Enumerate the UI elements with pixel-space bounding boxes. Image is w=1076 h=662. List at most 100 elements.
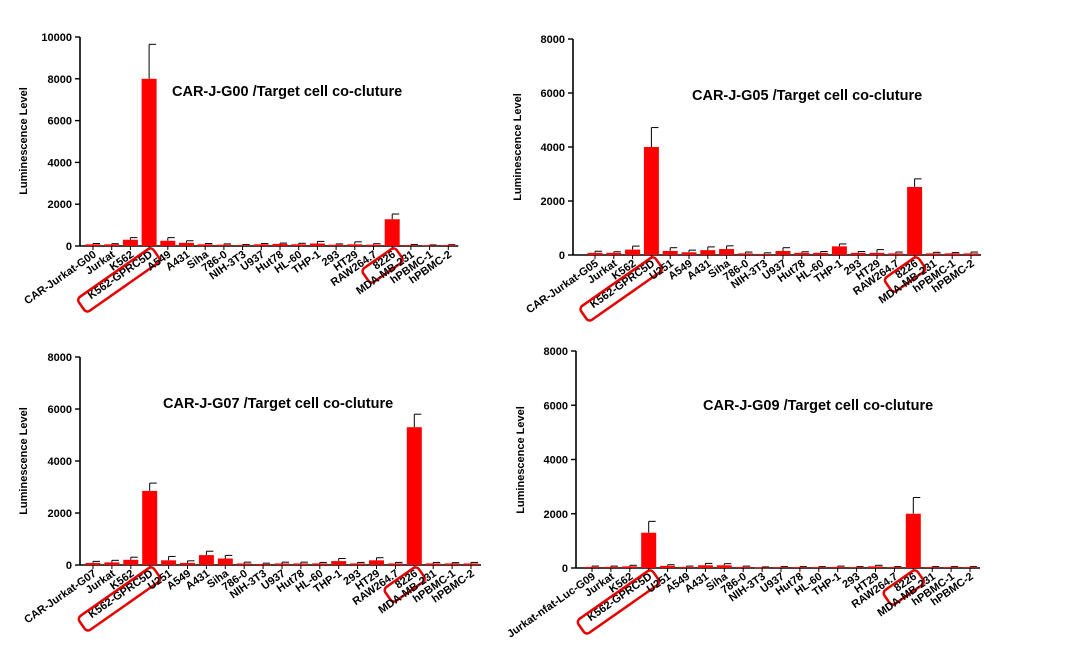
bar (849, 567, 865, 568)
highlight-box (76, 247, 161, 313)
y-tick-label: 2000 (48, 508, 72, 520)
bar (216, 244, 232, 246)
chart-plot-2: 02000400060008000CAR-Jurkat-G07JurkatK56… (22, 352, 481, 632)
bar (850, 252, 866, 255)
bar (719, 249, 735, 255)
bar (924, 567, 940, 568)
highlight-box (383, 566, 426, 603)
bar (104, 244, 120, 246)
chart-title: CAR-J-G05 /Target cell co-cluture (692, 88, 922, 104)
bar (235, 245, 251, 246)
highlight-box (77, 566, 162, 632)
bar (347, 244, 363, 246)
bar (603, 566, 619, 568)
y-tick-label: 8000 (544, 346, 568, 358)
bar (813, 252, 829, 255)
bar (888, 253, 904, 255)
bar (869, 252, 885, 255)
bar (830, 566, 846, 568)
bar (403, 245, 419, 246)
y-tick-label: 6000 (541, 88, 565, 100)
y-tick-label: 2000 (48, 199, 72, 211)
bar (180, 562, 195, 565)
y-tick-label: 4000 (541, 142, 565, 154)
bar (792, 567, 808, 568)
bar (366, 244, 381, 246)
y-tick-label: 6000 (48, 404, 72, 416)
bar (907, 186, 923, 255)
bar (387, 563, 403, 565)
x-tick-label: CAR-Jurkat-G00 (22, 249, 98, 308)
chart-plot-3: 02000400060008000Jurkat-nfat-Luc-G09Jurk… (505, 346, 980, 640)
bar (217, 558, 233, 565)
bar (735, 566, 751, 568)
bar (331, 561, 347, 565)
chart-panel-g07: Luminescence Level CAR-J-G07 /Target cel… (18, 396, 393, 515)
bar (272, 243, 288, 246)
chart-title: CAR-J-G00 /Target cell co-cluture (172, 84, 402, 100)
bar (679, 566, 694, 568)
bar (160, 240, 176, 246)
bar (85, 562, 101, 565)
highlight-box (361, 247, 404, 284)
bar (293, 563, 309, 565)
y-tick-label: 0 (562, 563, 568, 575)
bar (179, 242, 194, 246)
bar (584, 566, 600, 568)
bar (197, 244, 213, 246)
bar (773, 567, 789, 568)
bar (775, 250, 791, 255)
bar (587, 252, 603, 255)
bar (963, 253, 979, 255)
bar (406, 427, 422, 565)
y-axis-label: Luminescence Level (18, 407, 30, 515)
bar (716, 565, 732, 568)
y-tick-label: 0 (559, 250, 565, 262)
chart-panel-g05: Luminescence Level CAR-J-G05 /Target cel… (512, 88, 922, 201)
y-tick-label: 6000 (48, 116, 72, 128)
y-axis-label: Luminescence Level (515, 406, 527, 514)
bar (811, 567, 827, 568)
bar (104, 562, 120, 565)
bar (255, 563, 271, 565)
bar (868, 566, 883, 568)
y-tick-label: 8000 (48, 74, 72, 86)
bar (756, 253, 772, 255)
x-tick-label: CAR-Jurkat-G07 (22, 568, 98, 627)
highlight-box (883, 256, 927, 293)
bar (440, 245, 456, 246)
bar (737, 253, 753, 255)
y-axis-label: Luminescence Level (18, 87, 30, 195)
highlight-box (882, 569, 925, 606)
bar (643, 147, 659, 255)
bar (463, 563, 479, 565)
bar (886, 567, 902, 568)
highlight-box (576, 569, 661, 635)
y-tick-label: 10000 (41, 32, 72, 44)
bar (662, 250, 678, 255)
y-tick-label: 2000 (544, 509, 568, 521)
bar (328, 244, 344, 246)
bar (236, 563, 252, 565)
bar (660, 565, 676, 568)
bar (831, 246, 847, 255)
chart-panel-g00: Luminescence Level CAR-J-G00 /Target cel… (18, 84, 402, 195)
y-tick-label: 0 (66, 560, 72, 572)
y-tick-label: 8000 (541, 34, 565, 46)
bar (369, 560, 384, 565)
bar (944, 253, 960, 255)
y-tick-label: 0 (66, 241, 72, 253)
chart-panel-g09: Luminescence Level CAR-J-G09 /Target cel… (515, 398, 933, 514)
bar (905, 513, 921, 568)
bar (622, 566, 638, 568)
bar (85, 244, 101, 246)
bar (141, 78, 157, 246)
chart-plot-1: 02000400060008000CAR-Jurkat-G05JurkatK56… (524, 34, 981, 322)
y-axis-label: Luminescence Level (512, 93, 524, 201)
bar (625, 249, 641, 255)
bar (274, 563, 290, 565)
bar (253, 244, 269, 246)
chart-plot-0: 0200040006000800010000CAR-Jurkat-G00Jurk… (22, 32, 459, 313)
highlight-box (579, 256, 664, 322)
